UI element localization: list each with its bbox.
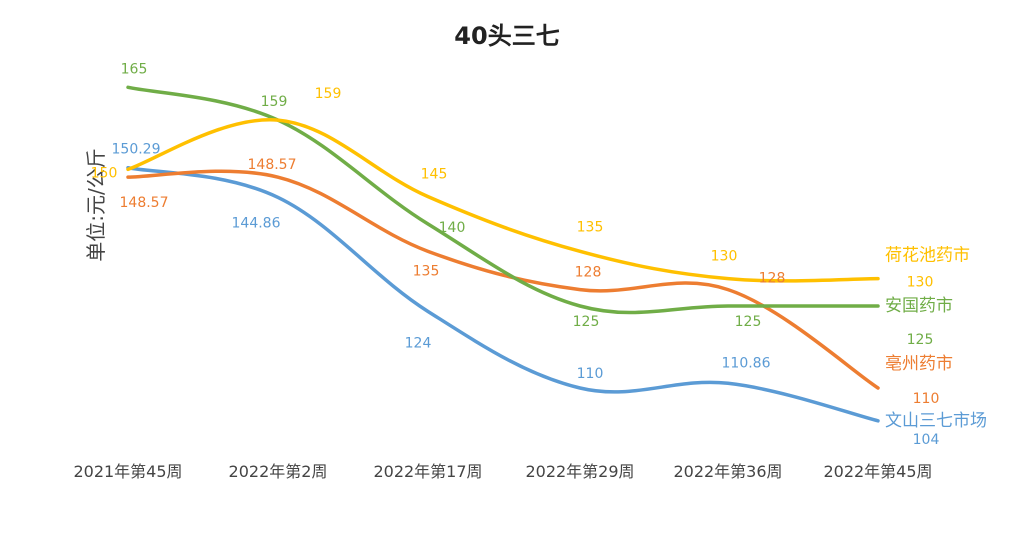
data-label: 148.57 <box>248 157 297 173</box>
data-label: 125 <box>907 332 934 348</box>
x-tick-label: 2022年第45周 <box>823 462 932 481</box>
x-tick-label: 2021年第45周 <box>73 462 182 481</box>
series-line <box>126 165 880 423</box>
series-line <box>126 118 880 283</box>
data-label: 159 <box>261 94 288 110</box>
data-label: 140 <box>439 220 466 236</box>
data-label: 104 <box>913 432 940 448</box>
data-label: 130 <box>711 249 738 265</box>
y-axis-label: 单位:元/公斤 <box>84 148 108 261</box>
x-tick-label: 2022年第36周 <box>673 462 782 481</box>
legend-label: 荷花池药市 <box>885 246 970 266</box>
data-label: 135 <box>577 219 604 235</box>
chart-title: 40头三七 <box>454 22 560 50</box>
data-label: 130 <box>907 275 934 291</box>
data-label: 159 <box>315 86 342 102</box>
x-tick-label: 2022年第2周 <box>229 462 328 481</box>
series-line <box>126 169 880 390</box>
data-label: 135 <box>413 263 440 279</box>
data-label: 144.86 <box>232 215 281 231</box>
data-label: 128 <box>575 265 602 281</box>
legend-label: 亳州药市 <box>885 354 953 374</box>
series-line <box>126 85 880 315</box>
data-label: 124 <box>405 335 432 351</box>
legend-label: 安国药市 <box>885 296 953 316</box>
legend-label: 文山三七市场 <box>885 411 987 431</box>
data-label: 125 <box>735 314 762 330</box>
x-tick-label: 2022年第17周 <box>373 462 482 481</box>
data-label: 150.29 <box>112 142 161 158</box>
data-label: 145 <box>421 167 448 183</box>
data-label: 110.86 <box>722 355 771 371</box>
x-tick-label: 2022年第29周 <box>525 462 634 481</box>
data-label: 148.57 <box>120 195 169 211</box>
data-label: 165 <box>121 61 148 77</box>
data-label: 110 <box>913 391 940 407</box>
data-label: 128 <box>759 271 786 287</box>
data-label: 110 <box>577 366 604 382</box>
data-label: 125 <box>573 314 600 330</box>
data-label: 150 <box>91 165 118 181</box>
